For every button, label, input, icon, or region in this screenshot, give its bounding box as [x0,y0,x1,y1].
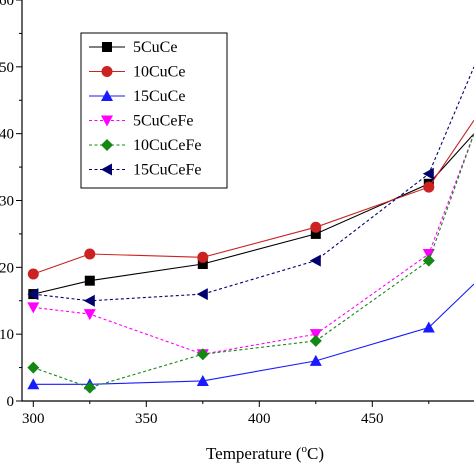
legend-label: 5CuCe [133,39,177,56]
legend-swatch-marker [101,163,112,176]
data-point [84,275,95,286]
legend-item: 5CuCe [89,39,177,56]
y-tick-label: 20 [0,260,14,276]
legend-label: 10CuCe [133,64,185,81]
series-line [33,133,474,389]
legend-label: 10CuCeFe [133,137,201,154]
x-tick-label: 400 [248,411,271,427]
axes: 300 350 400 450 0 10 20 30 40 50 60 [0,0,474,427]
data-point [422,167,434,180]
y-tick-label: 40 [0,127,14,143]
data-point [423,181,435,193]
data-point [27,378,40,390]
data-point [422,321,435,333]
series-10CuCe [27,119,474,280]
y-tick-label: 60 [0,0,14,9]
legend-swatch-marker [101,115,113,127]
legend-label: 15CuCeFe [133,162,201,179]
data-point [83,294,95,307]
data-point [27,288,39,301]
series-line [33,283,474,385]
data-point [84,248,96,260]
y-tick-label: 10 [0,327,14,343]
legend-swatch-marker [101,90,113,101]
data-point [309,329,322,341]
data-point [422,248,435,260]
series-layer [27,66,474,394]
series-line [33,133,474,355]
legend-item: 15CuCe [89,88,185,105]
x-tick-label: 450 [361,411,384,427]
series-10CuCeFe [27,133,474,394]
x-axis-title-degree: o [302,443,308,455]
data-point [197,251,209,263]
legend-swatch-marker [101,66,113,77]
x-axis-title-text: Temperature ( [206,444,302,463]
data-point [422,254,435,267]
data-point [83,381,96,394]
legend-box [80,32,228,189]
data-point [310,221,322,233]
data-point [196,348,209,361]
legend: 5CuCe 10CuCe 15CuCe 5CuCeFe 10CuCeFe 15CuCeFe [80,32,228,189]
data-point [27,268,39,280]
data-point [309,334,322,347]
x-tick-label: 350 [135,411,158,427]
legend-label: 15CuCe [133,88,185,105]
legend-item: 15CuCeFe [89,162,201,179]
legend-item: 5CuCeFe [89,113,193,130]
data-point [196,288,208,301]
data-point [309,254,321,267]
series-line [33,119,474,275]
y-tick-label: 50 [0,60,14,76]
data-point [27,361,40,374]
x-axis-title: Temperature (oC) [206,443,324,463]
data-point [197,258,208,269]
legend-swatch-marker [101,139,113,151]
x-axis-title-unit: C) [307,444,324,463]
x-tick-label: 300 [22,411,45,427]
y-tick-label: 30 [0,194,14,210]
data-point [196,374,209,386]
legend-item: 10CuCe [89,64,185,81]
data-point [27,302,40,314]
y-tick-label: 0 [7,394,15,410]
data-point [83,309,96,321]
legend-swatch-marker [102,42,112,52]
legend-label: 5CuCeFe [133,113,193,130]
data-point [309,354,322,366]
legend-item: 10CuCeFe [89,137,201,154]
series-15CuCeFe [27,66,474,307]
data-point [310,228,321,239]
